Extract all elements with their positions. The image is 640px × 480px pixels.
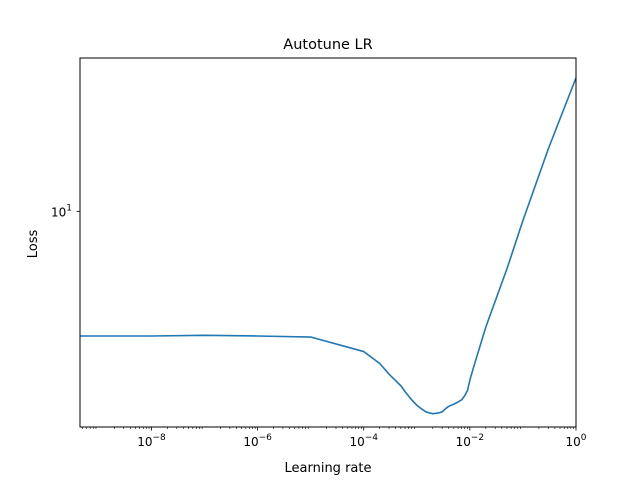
- axes-layer: 10−8 10−6 10−4 10−2 100 101: [51, 203, 587, 449]
- x-axis-label: Learning rate: [285, 461, 372, 476]
- chart-title: Autotune LR: [283, 37, 372, 53]
- x-tick-label: 10−8: [137, 433, 166, 449]
- plot-frame: [79, 57, 577, 428]
- y-axis-label: Loss: [26, 230, 41, 259]
- x-tick-label: 10−2: [456, 433, 485, 449]
- y-tick-label: 101: [51, 203, 72, 219]
- x-tick-label: 10−4: [349, 433, 378, 449]
- x-tick-label: 10−6: [243, 433, 272, 449]
- loss-curve: [80, 77, 577, 415]
- series-layer: [80, 77, 577, 415]
- x-tick-label: 100: [565, 433, 586, 449]
